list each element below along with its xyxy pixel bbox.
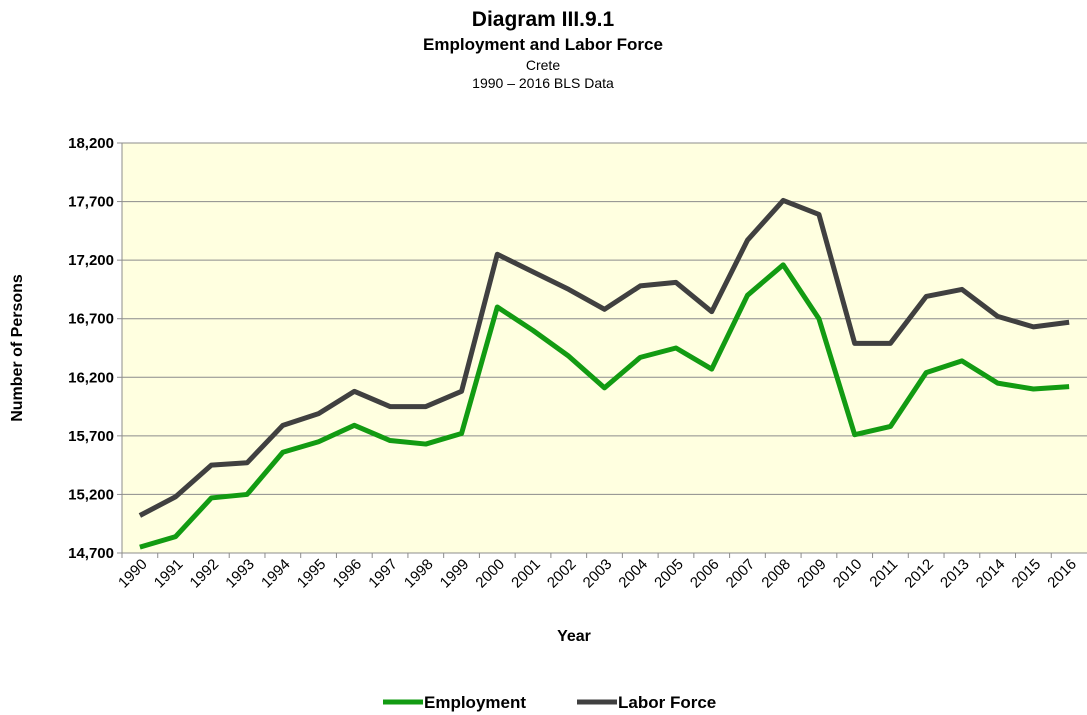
- chart-region: Crete: [526, 57, 560, 73]
- x-tick-label: 2016: [1044, 556, 1080, 592]
- chart-source: 1990 – 2016 BLS Data: [472, 75, 614, 91]
- x-tick-label: 1994: [258, 556, 294, 592]
- x-tick-label: 1999: [437, 556, 473, 592]
- x-tick-label: 1990: [115, 556, 151, 592]
- y-tick-label: 15,700: [68, 428, 114, 445]
- x-tick-label: 2004: [615, 556, 651, 592]
- plot-area: [122, 143, 1087, 553]
- x-tick-label: 2012: [901, 556, 937, 592]
- x-tick-label: 2005: [651, 556, 687, 592]
- y-tick-label: 18,200: [68, 135, 114, 152]
- x-tick-label: 2003: [580, 556, 616, 592]
- x-tick-label: 2002: [544, 556, 580, 592]
- y-axis-label: Number of Persons: [9, 274, 26, 422]
- y-tick-label: 17,700: [68, 194, 114, 211]
- x-tick-label: 2007: [723, 556, 759, 592]
- legend-label: Labor Force: [618, 693, 716, 712]
- x-tick-label: 1995: [294, 556, 330, 592]
- x-tick-label: 2009: [794, 556, 830, 592]
- x-tick-label: 2001: [508, 556, 544, 592]
- series-line: [139, 262, 1070, 550]
- x-tick-label: 1996: [330, 556, 366, 592]
- x-tick-label: 2010: [830, 556, 866, 592]
- y-tick-label: 17,200: [68, 252, 114, 269]
- y-tick-label: 14,700: [68, 545, 114, 562]
- chart-title: Diagram III.9.1: [472, 8, 615, 31]
- x-tick-label: 1998: [401, 556, 437, 592]
- x-tick-label: 2015: [1009, 556, 1045, 592]
- x-tick-label: 1992: [187, 556, 223, 592]
- x-tick-label: 2014: [973, 556, 1009, 592]
- x-tick-label: 2006: [687, 556, 723, 592]
- x-tick-label: 2008: [758, 556, 794, 592]
- legend-label: Employment: [424, 693, 526, 712]
- x-tick-label: 2013: [937, 556, 973, 592]
- x-tick-label: 1993: [222, 556, 258, 592]
- x-axis-label: Year: [557, 628, 591, 645]
- chart-subtitle: Employment and Labor Force: [423, 35, 663, 54]
- y-tick-label: 15,200: [68, 486, 114, 503]
- x-tick-label: 2011: [866, 556, 901, 591]
- y-tick-label: 16,700: [68, 311, 114, 328]
- x-tick-label: 1997: [365, 556, 401, 592]
- y-tick-label: 16,200: [68, 369, 114, 386]
- x-tick-label: 1991: [151, 556, 187, 592]
- series-line: [138, 197, 1070, 518]
- x-tick-label: 2000: [472, 556, 508, 592]
